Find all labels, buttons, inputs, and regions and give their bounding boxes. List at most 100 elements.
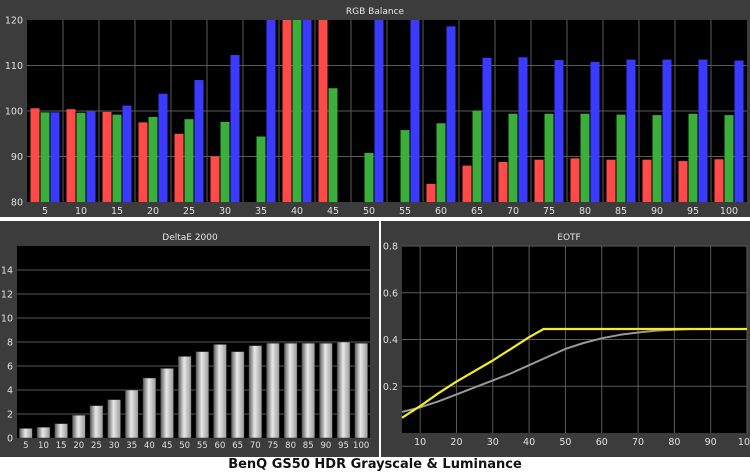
deltae-bar bbox=[177, 356, 192, 439]
rgb-ytick-label: 120 bbox=[5, 16, 23, 27]
rgb-bar-blue bbox=[230, 55, 240, 202]
rgb-bar-red bbox=[66, 109, 76, 202]
rgb-bar-green bbox=[184, 119, 194, 202]
rgb-bar-green bbox=[724, 115, 734, 202]
rgb-bar-green bbox=[76, 112, 86, 202]
rgb-bar-red bbox=[210, 156, 220, 202]
rgb-xtick-label: 90 bbox=[651, 206, 663, 217]
rgb-bar-blue bbox=[86, 111, 96, 202]
rgb-balance-title: RGB Balance bbox=[346, 7, 405, 17]
deltae-ytick-label: 8 bbox=[7, 338, 13, 349]
deltae-ytick-label: 4 bbox=[7, 386, 13, 397]
rgb-bar-green bbox=[544, 113, 554, 202]
deltae-xtick-label: 25 bbox=[91, 441, 102, 451]
rgb-bar-blue bbox=[122, 105, 132, 202]
deltae-ytick-label: 6 bbox=[7, 362, 13, 373]
rgb-bar-red bbox=[642, 159, 652, 202]
deltae-bar bbox=[124, 389, 139, 439]
eotf-xtick-label: 70 bbox=[632, 437, 644, 448]
eotf-xtick-label: 40 bbox=[523, 437, 535, 448]
rgb-xtick-label: 10 bbox=[75, 206, 87, 217]
rgb-bar-green bbox=[436, 123, 446, 202]
deltae-xtick-label: 55 bbox=[197, 441, 208, 451]
deltae-xtick-label: 5 bbox=[23, 441, 28, 451]
rgb-bar-green bbox=[364, 152, 374, 202]
deltae-xtick-label: 45 bbox=[162, 441, 173, 451]
eotf-ytick-label: 0.8 bbox=[383, 242, 398, 253]
rgb-bar-blue bbox=[446, 26, 456, 203]
deltae-xtick-label: 40 bbox=[144, 441, 155, 451]
deltae-ytick-label: 12 bbox=[1, 290, 13, 301]
deltae-bar bbox=[354, 342, 368, 439]
eotf-ytick-label: 0.6 bbox=[383, 288, 398, 299]
rgb-xtick-label: 40 bbox=[291, 206, 303, 217]
deltae-xtick-label: 10 bbox=[38, 441, 49, 451]
eotf-measured-line bbox=[401, 327, 747, 419]
rgb-bar-blue bbox=[302, 20, 312, 202]
eotf-xtick-label: 80 bbox=[668, 437, 680, 448]
eotf-panel: EOTF 0.2 0.4 0.6 0.8 10 20 30 40 50 60 70 80 90 100 bbox=[381, 221, 750, 457]
rgb-ytick-label: 110 bbox=[5, 61, 23, 72]
rgb-xtick-label: 5 bbox=[42, 206, 48, 217]
rgb-xtick-label: 85 bbox=[615, 206, 627, 217]
rgb-bar-green bbox=[616, 114, 626, 202]
rgb-xtick-label: 30 bbox=[219, 206, 231, 217]
rgb-ytick-label: 80 bbox=[11, 198, 23, 209]
deltae-xtick-label: 30 bbox=[109, 441, 120, 451]
deltae-xtick-label: 70 bbox=[250, 441, 261, 451]
rgb-xtick-label: 65 bbox=[471, 206, 483, 217]
deltae-bar bbox=[19, 428, 33, 439]
rgb-bar-red bbox=[318, 20, 328, 202]
rgb-bar-blue bbox=[50, 112, 60, 202]
rgb-xtick-label: 60 bbox=[435, 206, 447, 217]
deltae-bar bbox=[54, 423, 68, 439]
eotf-xtick-label: 30 bbox=[487, 437, 499, 448]
rgb-bar-blue bbox=[554, 60, 564, 202]
rgb-xtick-label: 15 bbox=[111, 206, 123, 217]
rgb-bar-green bbox=[472, 110, 482, 202]
rgb-bar-blue bbox=[374, 20, 384, 202]
deltae-xtick-label: 85 bbox=[303, 441, 314, 451]
deltae-xtick-label: 15 bbox=[56, 441, 67, 451]
rgb-bar-green bbox=[292, 20, 302, 202]
rgb-bar-red bbox=[30, 108, 40, 202]
deltae-xtick-label: 65 bbox=[232, 441, 243, 451]
rgb-xtick-label: 75 bbox=[543, 206, 555, 217]
rgb-bar-blue bbox=[518, 57, 528, 203]
rgb-bar-red bbox=[462, 165, 472, 202]
rgb-ytick-label: 100 bbox=[5, 107, 23, 118]
deltae-xtick-label: 50 bbox=[179, 441, 190, 451]
rgb-xtick-label: 50 bbox=[363, 206, 375, 217]
rgb-bar-red bbox=[570, 158, 580, 202]
rgb-bar-blue bbox=[266, 20, 276, 202]
rgb-xtick-label: 80 bbox=[579, 206, 591, 217]
eotf-xtick-label: 10 bbox=[414, 437, 426, 448]
deltae-bar bbox=[336, 341, 351, 439]
rgb-balance-panel: RGB Balance 80 90 100 110 120 5 10 15 20 25 30 35 4… bbox=[0, 0, 750, 217]
rgb-bar-green bbox=[688, 113, 698, 202]
eotf-xtick-label: 90 bbox=[705, 437, 717, 448]
deltae-xtick-label: 35 bbox=[126, 441, 137, 451]
deltae-bar bbox=[301, 342, 315, 439]
figure-caption: BenQ GS50 HDR Grayscale & Luminance bbox=[228, 457, 522, 472]
deltae-xtick-label: 100 bbox=[353, 441, 369, 451]
deltae-bar bbox=[266, 342, 280, 439]
deltae-bar bbox=[142, 377, 157, 439]
rgb-bar-red bbox=[138, 122, 148, 202]
rgb-bar-green bbox=[652, 115, 662, 202]
eotf-xtick-label: 60 bbox=[596, 437, 608, 448]
deltae-panel: DeltaE 2000 0 2 4 6 8 10 12 14 5 10 15 20 25 30 35 40 4… bbox=[0, 221, 379, 457]
rgb-xtick-label: 95 bbox=[687, 206, 699, 217]
deltae-bar bbox=[195, 351, 210, 439]
eotf-title: EOTF bbox=[557, 233, 580, 243]
deltae-bar bbox=[72, 414, 86, 439]
rgb-bar-green bbox=[508, 113, 518, 202]
rgb-bar-red bbox=[498, 161, 508, 202]
deltae-xtick-label: 60 bbox=[215, 441, 226, 451]
deltae-bar bbox=[230, 351, 245, 439]
rgb-bar-blue bbox=[410, 20, 420, 202]
deltae-title: DeltaE 2000 bbox=[162, 233, 218, 243]
rgb-xtick-label: 25 bbox=[183, 206, 195, 217]
deltae-xtick-label: 80 bbox=[285, 441, 296, 451]
